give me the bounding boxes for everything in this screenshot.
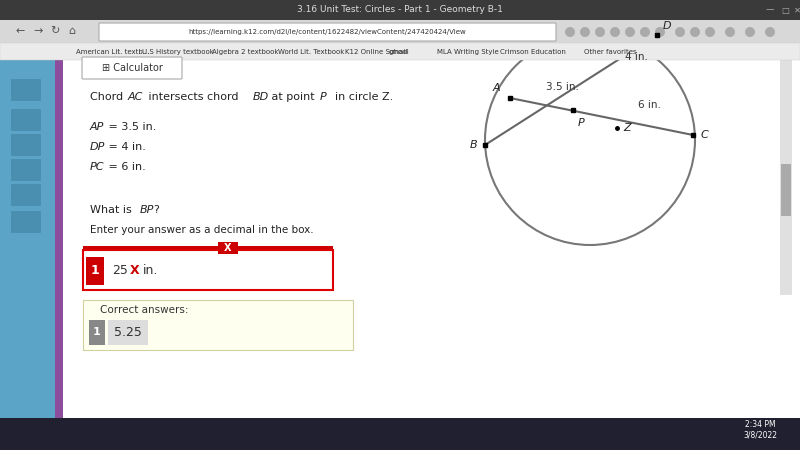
Text: 2:34 PM
3/8/2022: 2:34 PM 3/8/2022 [743,420,777,440]
FancyBboxPatch shape [89,320,105,345]
Circle shape [675,27,685,37]
Text: AP: AP [90,122,104,132]
FancyBboxPatch shape [780,60,792,295]
Text: P: P [320,92,326,102]
Text: 25: 25 [112,265,128,278]
Text: 3.5 in.: 3.5 in. [546,82,579,92]
Circle shape [625,27,635,37]
FancyBboxPatch shape [11,109,41,131]
Text: = 6 in.: = 6 in. [105,162,146,172]
FancyBboxPatch shape [0,43,800,60]
FancyBboxPatch shape [11,184,41,206]
Text: MLA Writing Style: MLA Writing Style [437,49,498,55]
Text: AC: AC [128,92,143,102]
FancyBboxPatch shape [218,242,238,254]
Text: ?: ? [153,205,159,215]
Text: American Lit. textb...: American Lit. textb... [76,49,150,55]
Text: https://learning.k12.com/d2l/le/content/1622482/viewContent/247420424/View: https://learning.k12.com/d2l/le/content/… [188,29,466,35]
Text: 6 in.: 6 in. [638,100,661,111]
FancyBboxPatch shape [11,134,41,156]
FancyBboxPatch shape [781,164,791,216]
Text: →: → [34,26,42,36]
FancyBboxPatch shape [0,60,55,418]
Circle shape [725,27,735,37]
Circle shape [640,27,650,37]
Text: intersects chord: intersects chord [145,92,242,102]
FancyBboxPatch shape [0,0,800,20]
FancyBboxPatch shape [63,60,780,418]
Text: Crimson Education: Crimson Education [500,49,566,55]
Text: World Lit. Textbook: World Lit. Textbook [278,49,344,55]
Text: BP: BP [140,205,154,215]
Circle shape [580,27,590,37]
Text: 1: 1 [90,265,99,278]
Text: K12 Online School: K12 Online School [345,49,409,55]
FancyBboxPatch shape [83,250,333,290]
Text: X: X [130,265,140,278]
FancyBboxPatch shape [83,300,353,350]
Text: in.: in. [143,265,158,278]
Text: DP: DP [90,142,106,152]
FancyBboxPatch shape [0,20,800,43]
Text: Other favorites: Other favorites [584,49,637,55]
Text: 4 in.: 4 in. [625,53,648,63]
Circle shape [610,27,620,37]
Text: 5.25: 5.25 [114,325,142,338]
FancyBboxPatch shape [82,57,182,79]
Text: = 3.5 in.: = 3.5 in. [105,122,156,132]
FancyBboxPatch shape [99,23,556,41]
FancyBboxPatch shape [55,60,63,418]
Text: ✕: ✕ [794,5,800,14]
Text: P: P [578,118,585,128]
Text: PC: PC [90,162,105,172]
Circle shape [745,27,755,37]
Circle shape [565,27,575,37]
FancyBboxPatch shape [0,418,800,450]
Text: 3.16 Unit Test: Circles - Part 1 - Geometry B-1: 3.16 Unit Test: Circles - Part 1 - Geome… [297,5,503,14]
Text: ⊞ Calculator: ⊞ Calculator [102,63,162,73]
Text: Correct answers:: Correct answers: [100,305,189,315]
Text: Enter your answer as a decimal in the box.: Enter your answer as a decimal in the bo… [90,225,314,235]
FancyBboxPatch shape [11,211,41,233]
FancyBboxPatch shape [11,159,41,181]
Text: at point: at point [268,92,318,102]
Text: ⌂: ⌂ [69,26,75,36]
Text: ↻: ↻ [50,26,60,36]
Text: A: A [492,83,500,93]
Circle shape [690,27,700,37]
Text: = 4 in.: = 4 in. [105,142,146,152]
Text: Chord: Chord [90,92,126,102]
FancyBboxPatch shape [108,320,148,345]
Text: B: B [470,140,477,150]
Text: U.S History textbook: U.S History textbook [142,49,214,55]
Circle shape [595,27,605,37]
Circle shape [705,27,715,37]
Text: C: C [701,130,709,140]
Circle shape [765,27,775,37]
FancyBboxPatch shape [86,257,104,285]
Text: D: D [663,21,672,31]
FancyBboxPatch shape [83,246,333,250]
Text: in circle Z.: in circle Z. [328,92,394,102]
Text: Algebra 2 textbook: Algebra 2 textbook [212,49,278,55]
Text: gmail: gmail [389,49,408,55]
Text: □: □ [781,5,789,14]
FancyBboxPatch shape [11,79,41,101]
Text: BD: BD [253,92,270,102]
Text: X: X [224,243,232,253]
Text: What is: What is [90,205,135,215]
Text: —: — [766,5,774,14]
Text: 1: 1 [93,327,101,337]
Circle shape [655,27,665,37]
Text: ←: ← [15,26,25,36]
Text: Z: Z [623,123,630,133]
